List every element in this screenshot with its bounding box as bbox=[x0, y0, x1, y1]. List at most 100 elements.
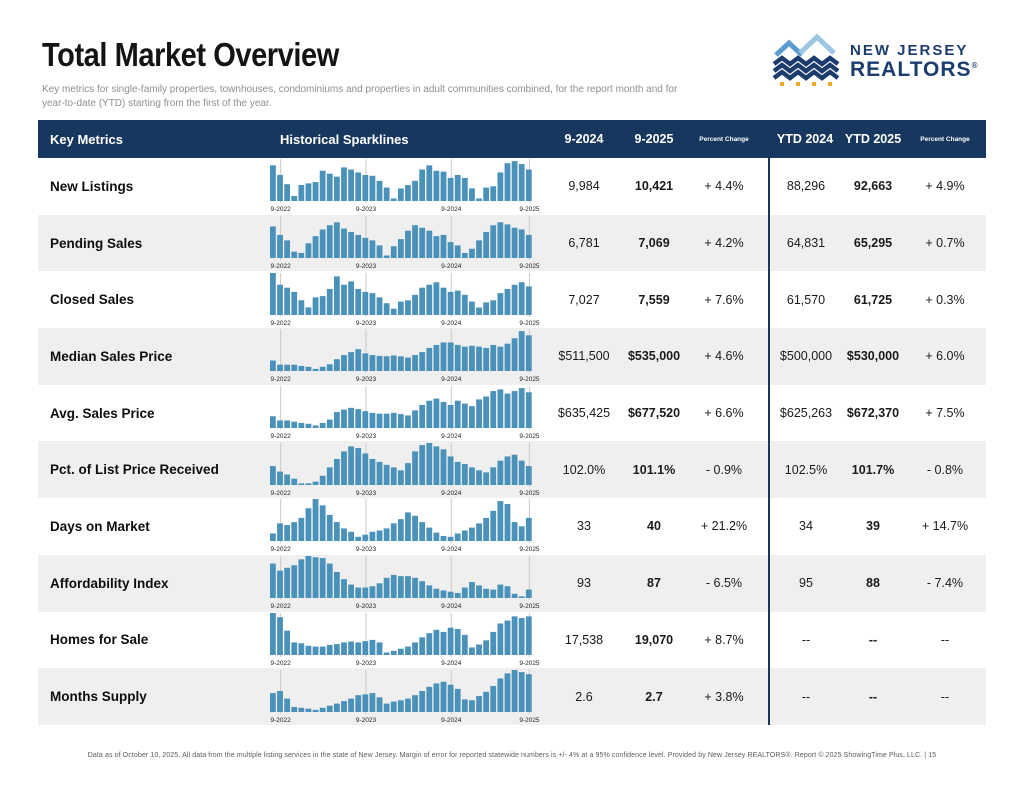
value-pct-change: - 6.5% bbox=[705, 576, 743, 591]
table-row: Days on Market 9-2022 9-2023 9-2024 9-2025 … bbox=[38, 498, 986, 555]
sparkline: 9-2022 9-2023 9-2024 9-2025 bbox=[270, 498, 540, 555]
value-month-curr: 7,069 bbox=[638, 236, 670, 251]
value-ytd-curr: 101.7% bbox=[851, 462, 895, 477]
value-ytd-curr: 65,295 bbox=[853, 236, 893, 251]
logo-text: NEW JERSEY REALTORS® bbox=[850, 42, 978, 81]
footer-text: Data as of October 10, 2025. All data fr… bbox=[87, 752, 923, 759]
svg-text:9-2023: 9-2023 bbox=[356, 263, 377, 270]
header-ytd-prev: YTD 2024 bbox=[776, 132, 834, 146]
svg-text:9-2024: 9-2024 bbox=[441, 660, 462, 667]
svg-text:9-2022: 9-2022 bbox=[271, 603, 292, 610]
nj-realtors-logo: NEW JERSEY REALTORS® bbox=[772, 34, 994, 90]
svg-text:9-2023: 9-2023 bbox=[356, 660, 377, 667]
value-month-curr: 10,421 bbox=[634, 179, 674, 194]
value-ytd-curr: 39 bbox=[866, 519, 880, 534]
svg-text:9-2025: 9-2025 bbox=[519, 546, 540, 553]
value-ytd-prev: $625,263 bbox=[768, 384, 842, 442]
value-month-prev: 17,538 bbox=[564, 632, 604, 647]
header-sparklines: Historical Sparklines bbox=[280, 131, 409, 147]
svg-text:9-2022: 9-2022 bbox=[271, 660, 292, 667]
page-number: 15 bbox=[928, 752, 937, 759]
svg-text:9-2022: 9-2022 bbox=[271, 717, 292, 724]
footer-separator: | bbox=[922, 752, 929, 759]
registered-mark: ® bbox=[971, 61, 979, 71]
value-month-curr: 40 bbox=[647, 519, 661, 534]
sparkline: 9-2022 9-2023 9-2024 9-2025 bbox=[270, 612, 540, 669]
value-month-curr: $677,520 bbox=[627, 406, 681, 421]
svg-text:9-2023: 9-2023 bbox=[356, 206, 377, 213]
svg-text:9-2024: 9-2024 bbox=[441, 717, 462, 724]
value-ytd-pct: + 14.7% bbox=[921, 519, 969, 534]
table-row: Avg. Sales Price 9-2022 9-2023 9-2024 9-202… bbox=[38, 384, 986, 442]
svg-text:9-2024: 9-2024 bbox=[441, 490, 462, 497]
value-ytd-curr: -- bbox=[868, 632, 878, 647]
svg-text:9-2025: 9-2025 bbox=[519, 717, 540, 724]
value-ytd-curr: $530,000 bbox=[846, 349, 900, 364]
logo-waves-icon bbox=[772, 34, 840, 86]
sparkline-chart: 9-2022 9-2023 9-2024 9-2025 bbox=[270, 612, 540, 667]
value-month-curr: 7,559 bbox=[638, 292, 670, 307]
svg-text:9-2024: 9-2024 bbox=[441, 546, 462, 553]
svg-text:9-2024: 9-2024 bbox=[441, 206, 462, 213]
table-row: Pending Sales 9-2022 9-2023 9-2024 9-2025 6… bbox=[38, 214, 986, 272]
sparkline-chart: 9-2022 9-2023 9-2024 9-2025 bbox=[270, 216, 540, 270]
sparkline-chart: 9-2022 9-2023 9-2024 9-2025 bbox=[270, 669, 540, 724]
logo-realtors-word: REALTORS bbox=[850, 58, 972, 82]
metric-name: Median Sales Price bbox=[50, 348, 173, 364]
table-row: Pct. of List Price Received 9-2022 9-2023… bbox=[38, 441, 986, 499]
value-pct-change: + 4.2% bbox=[704, 236, 744, 251]
value-pct-change: + 3.8% bbox=[704, 689, 744, 704]
table-row: Closed Sales 9-2022 9-2023 9-2024 9-2025 7,… bbox=[38, 271, 986, 329]
svg-text:9-2023: 9-2023 bbox=[356, 546, 377, 553]
svg-text:9-2023: 9-2023 bbox=[356, 320, 377, 327]
value-ytd-prev: 34 bbox=[768, 498, 842, 555]
svg-text:9-2023: 9-2023 bbox=[356, 717, 377, 724]
value-pct-change: + 4.6% bbox=[704, 349, 744, 364]
svg-text:9-2025: 9-2025 bbox=[519, 603, 540, 610]
value-pct-change: + 4.4% bbox=[704, 179, 744, 194]
metric-name: Closed Sales bbox=[50, 292, 135, 308]
svg-text:9-2024: 9-2024 bbox=[441, 433, 462, 440]
sparkline-chart: 9-2022 9-2023 9-2024 9-2025 bbox=[270, 499, 540, 553]
svg-text:9-2025: 9-2025 bbox=[519, 206, 540, 213]
value-month-prev: 6,781 bbox=[568, 236, 600, 251]
header-ytd-curr: YTD 2025 bbox=[844, 132, 902, 146]
value-ytd-curr: $672,370 bbox=[846, 406, 900, 421]
value-ytd-curr: -- bbox=[868, 689, 878, 704]
page-subtitle: Key metrics for single-family properties… bbox=[42, 84, 678, 109]
svg-text:9-2024: 9-2024 bbox=[441, 320, 462, 327]
metric-name: Avg. Sales Price bbox=[50, 405, 155, 421]
metric-name: Months Supply bbox=[50, 689, 147, 705]
table-row: New Listings 9-2022 9-2023 9-2024 9-2025 9,… bbox=[38, 158, 986, 215]
header-key-metrics: Key Metrics bbox=[50, 131, 123, 147]
svg-text:9-2025: 9-2025 bbox=[519, 320, 540, 327]
value-ytd-pct: + 7.5% bbox=[925, 406, 965, 421]
svg-text:9-2022: 9-2022 bbox=[271, 490, 292, 497]
metric-name: Pending Sales bbox=[50, 235, 143, 251]
svg-text:9-2023: 9-2023 bbox=[356, 433, 377, 440]
value-ytd-pct: + 0.3% bbox=[925, 292, 965, 307]
value-month-curr: 19,070 bbox=[634, 632, 674, 647]
svg-text:9-2022: 9-2022 bbox=[271, 206, 292, 213]
value-ytd-prev: 64,831 bbox=[768, 214, 842, 272]
value-month-prev: 7,027 bbox=[568, 292, 600, 307]
table-row: Affordability Index 9-2022 9-2023 9-2024 9-… bbox=[38, 554, 986, 612]
value-pct-change: - 0.9% bbox=[705, 462, 743, 477]
value-month-curr: 101.1% bbox=[632, 462, 676, 477]
svg-text:9-2022: 9-2022 bbox=[271, 263, 292, 270]
value-ytd-pct: + 6.0% bbox=[925, 349, 965, 364]
svg-text:9-2022: 9-2022 bbox=[271, 546, 292, 553]
value-ytd-prev: -- bbox=[768, 668, 842, 725]
svg-text:9-2022: 9-2022 bbox=[271, 320, 292, 327]
sparkline: 9-2022 9-2023 9-2024 9-2025 bbox=[270, 441, 540, 498]
value-ytd-prev: 88,296 bbox=[768, 158, 842, 215]
value-month-prev: 33 bbox=[577, 519, 591, 534]
value-month-prev: $511,500 bbox=[558, 349, 610, 364]
value-month-curr: 87 bbox=[647, 576, 661, 591]
table-row: Median Sales Price 9-2022 9-2023 9-2024 9-2… bbox=[38, 328, 986, 385]
value-ytd-pct: -- bbox=[940, 689, 950, 704]
value-ytd-prev: -- bbox=[768, 611, 842, 669]
sparkline: 9-2022 9-2023 9-2024 9-2025 bbox=[270, 668, 540, 725]
svg-text:9-2024: 9-2024 bbox=[441, 376, 462, 383]
metric-name: Days on Market bbox=[50, 518, 150, 534]
